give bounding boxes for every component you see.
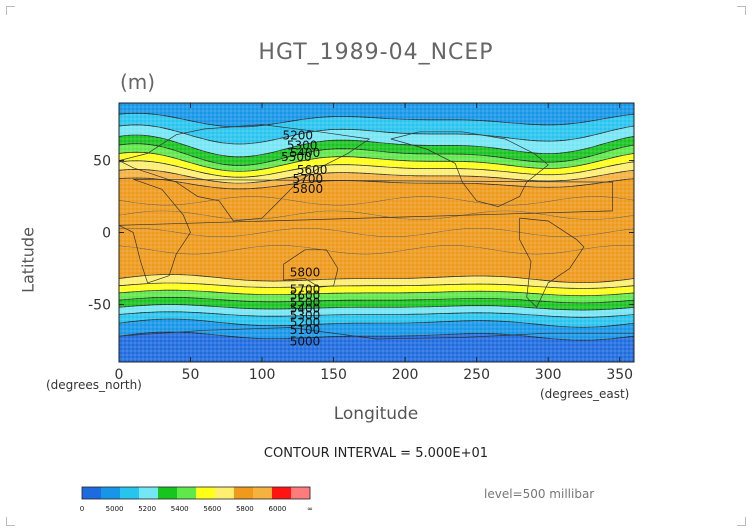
x-tick-label: 150 [320,367,347,383]
x-axis-label: Longitude [333,404,419,424]
x-tick-label: 50 [182,367,200,383]
contour-label-13: 5200 [290,316,321,330]
contour-label-14: 5100 [290,323,321,337]
contour-label-5: 5700 [293,172,324,186]
x-tick-label: 350 [606,367,633,383]
contour-label-1: 5300 [287,139,318,153]
x-tick-label: 100 [249,367,276,383]
colorbar-swatch [120,487,140,499]
contour-label-4: 5600 [297,163,328,177]
colorbar-tick-label: 0 [80,505,84,513]
colorbar-tick-label: 5400 [171,505,189,513]
x-tick-label: 250 [463,367,490,383]
contour-label-11: 5400 [290,301,321,315]
coastline-1 [119,178,613,284]
colorbar-swatch [177,487,197,499]
y-tick-label: 0 [102,226,111,242]
y-unit-label: (degrees_north) [46,378,142,392]
contour-label-12: 5300 [290,308,321,322]
contour-band-north-7 [119,103,634,128]
coastline-4 [519,217,585,308]
contour-label-2: 5400 [290,146,321,160]
coastline-2 [283,249,339,288]
contour-label-6: 5800 [293,182,324,196]
colorbar-swatch [215,487,235,499]
corner-mark-tl [6,6,15,15]
x-tick-label: 300 [535,367,562,383]
colorbar-tick-label: 5600 [203,505,221,513]
colorbar-swatch [196,487,216,499]
colorbar-swatch [272,487,292,499]
x-tick-label: 200 [392,367,419,383]
contour-label-15: 5000 [290,334,321,348]
contour-label-3: 5500 [281,150,312,164]
corner-mark-tr [737,6,746,15]
colorbar-tick-label: ∞ [307,505,313,513]
colorbar-frame [81,486,311,500]
contour-band-south-7 [119,331,634,362]
y-tick-label: -50 [88,297,111,313]
coastline-3 [390,131,549,207]
contour-label-7: 5800 [290,265,321,279]
corner-mark-bl [6,517,15,526]
contour-label-8: 5700 [290,283,321,297]
corner-mark-br [737,517,746,526]
colorbar-swatch [101,487,121,499]
coastline-0 [119,124,371,222]
colorbar-tick-label: 5200 [138,505,156,513]
colorbar-tick-label: 5000 [106,505,124,513]
contour-line-tropic-2 [119,245,634,255]
contour-label-0: 5200 [283,129,314,143]
x-unit-label: (degrees_east) [540,387,630,401]
contour-line-tropic-0 [119,210,634,220]
colorbar-swatch [253,487,273,499]
colorbar-swatch [82,487,102,499]
y-tick-label: 50 [93,154,111,170]
colorbar-swatch [291,487,311,499]
colorbar-tick-label: 5800 [236,505,254,513]
colorbar-swatch [234,487,254,499]
contour-line-tropic-1 [119,227,634,238]
units-label: (m) [120,70,156,94]
colorbar-swatch [158,487,178,499]
contour-line-tropic-3 [119,196,634,206]
chart-title: HGT_1989-04_NCEP [258,40,494,65]
contour-label-9: 5600 [290,288,321,302]
contour-interval-text: CONTOUR INTERVAL = 5.000E+01 [263,446,489,461]
level-text: level=500 millibar [484,487,595,501]
contour-label-10: 5500 [290,296,321,310]
colorbar-swatch [139,487,159,499]
coastline-5 [119,327,634,340]
colorbar-tick-label: 6000 [269,505,287,513]
x-tick-label: 0 [115,367,124,383]
